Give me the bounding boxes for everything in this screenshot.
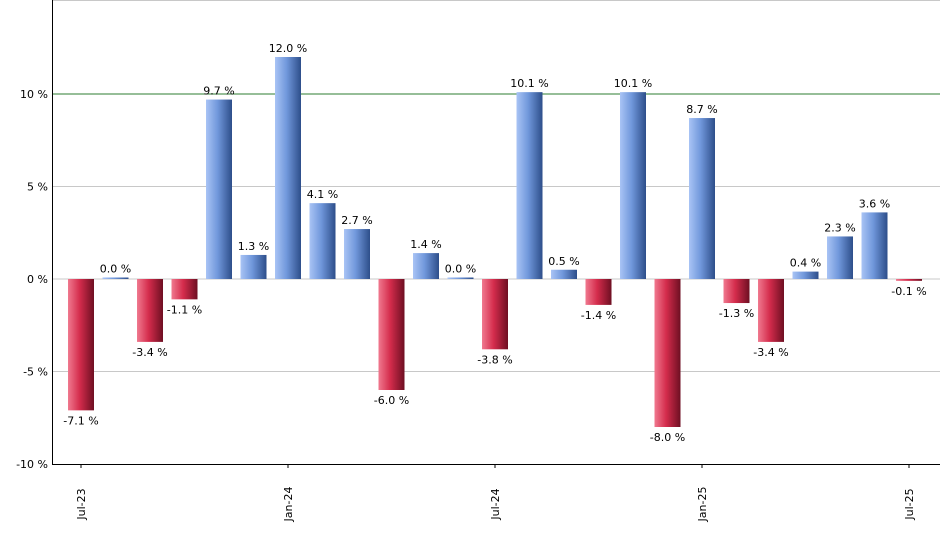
bar-Nov-23 xyxy=(206,99,232,279)
data-label-Aug-24: 10.1 % xyxy=(510,77,548,90)
y-tick-label: 10 % xyxy=(20,88,48,101)
bar-May-24 xyxy=(413,253,439,279)
data-label-Nov-24: 10.1 % xyxy=(614,77,652,90)
data-label-Apr-24: -6.0 % xyxy=(374,394,409,407)
bar-Dec-23 xyxy=(240,254,267,279)
bar-May-25 xyxy=(827,236,853,279)
bar-Jul-25 xyxy=(896,279,922,281)
data-label-Feb-24: 4.1 % xyxy=(307,188,338,201)
x-tick-label: Jul-24 xyxy=(489,488,502,520)
data-label-Apr-25: 0.4 % xyxy=(790,257,821,270)
bar-Sep-23 xyxy=(137,279,163,342)
bar-Mar-25 xyxy=(758,279,784,342)
data-label-Sep-23: -3.4 % xyxy=(132,346,167,359)
axis-layer: -10 % -5 % 0 % 5 % 10 % Jul-23 Jan-24 Jul-24 Jan… xyxy=(16,0,940,522)
data-label-Dec-23: 1.3 % xyxy=(238,240,269,253)
data-label-Jun-25: 3.6 % xyxy=(859,197,890,210)
x-tick-label: Jan-24 xyxy=(282,487,295,523)
bar-Jun-25 xyxy=(861,212,888,279)
x-tick-label: Jul-23 xyxy=(75,488,88,520)
data-label-Aug-23: 0.0 % xyxy=(100,263,131,276)
bar-Aug-23 xyxy=(102,277,129,279)
bar-Jan-24 xyxy=(275,57,301,279)
bar-Aug-24 xyxy=(516,92,543,280)
data-label-Mar-24: 2.7 % xyxy=(341,214,372,227)
bars-layer xyxy=(68,57,922,427)
data-labels-layer: -7.1 % 0.0 % -3.4 % -1.1 % 9.7 % 1.3 % 12.0 % 4… xyxy=(63,42,926,444)
data-label-Jul-25: -0.1 % xyxy=(891,285,926,298)
bar-Oct-24 xyxy=(585,279,612,305)
x-tick-label: Jan-25 xyxy=(696,487,709,523)
data-label-Oct-23: -1.1 % xyxy=(167,303,202,316)
bar-Apr-25 xyxy=(792,271,819,279)
bar-Jun-24 xyxy=(447,277,474,279)
bar-Sep-24 xyxy=(551,269,577,279)
bar-Feb-25 xyxy=(723,279,750,304)
data-label-Jun-24: 0.0 % xyxy=(445,263,476,276)
y-tick-label: 5 % xyxy=(27,181,48,194)
data-label-Mar-25: -3.4 % xyxy=(753,346,788,359)
bar-Jan-25 xyxy=(689,118,715,279)
grid-layer xyxy=(52,0,940,372)
y-tick-label: -10 % xyxy=(16,458,48,471)
bar-Oct-23 xyxy=(171,279,198,300)
y-tick-label: -5 % xyxy=(23,366,48,379)
data-label-Sep-24: 0.5 % xyxy=(548,255,579,268)
bar-Apr-24 xyxy=(378,279,405,390)
data-label-Jan-24: 12.0 % xyxy=(269,42,307,55)
bar-Mar-24 xyxy=(344,229,370,279)
data-label-Feb-25: -1.3 % xyxy=(719,307,754,320)
bar-Dec-24 xyxy=(654,279,681,427)
data-label-Jan-25: 8.7 % xyxy=(686,103,717,116)
bar-Jul-23 xyxy=(68,279,94,411)
data-label-Dec-24: -8.0 % xyxy=(650,431,685,444)
data-label-Jul-23: -7.1 % xyxy=(63,414,98,427)
bar-Nov-24 xyxy=(620,92,646,280)
bar-Jul-24 xyxy=(482,279,508,350)
data-label-Jul-24: -3.8 % xyxy=(477,353,512,366)
data-label-May-24: 1.4 % xyxy=(410,238,441,251)
x-tick-label: Jul-25 xyxy=(903,488,916,520)
bar-Feb-24 xyxy=(309,203,336,279)
data-label-Oct-24: -1.4 % xyxy=(581,309,616,322)
data-label-Nov-23: 9.7 % xyxy=(203,85,234,98)
data-label-May-25: 2.3 % xyxy=(824,221,855,234)
y-tick-label: 0 % xyxy=(27,273,48,286)
